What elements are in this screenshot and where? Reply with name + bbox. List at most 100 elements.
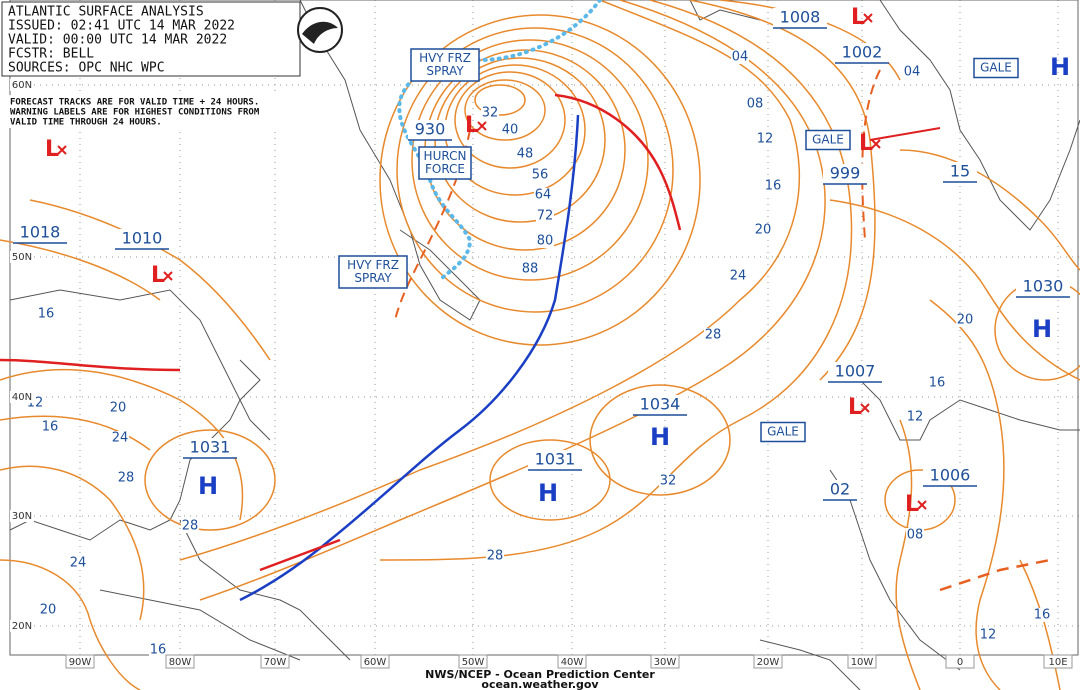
warning-label: HURCN (424, 149, 467, 163)
pressure-label: 1031 (190, 438, 231, 457)
isobar-label: 64 (535, 188, 552, 203)
isobar-label: 56 (532, 168, 549, 183)
pressure-label: 1031 (535, 450, 576, 469)
high-center: H (198, 472, 218, 500)
warning-label: GALE (767, 425, 799, 439)
isobar-label-bg (906, 410, 924, 424)
isobar-label-bg (531, 168, 549, 182)
coastlines (9, 0, 1080, 690)
longitude-box (753, 654, 783, 669)
isobar-label-bg (534, 188, 552, 202)
low-x (477, 121, 487, 131)
warning-label: HVY FRZ (419, 51, 471, 65)
longitude-box (847, 654, 877, 669)
pressure-box (923, 466, 977, 486)
low-x (917, 500, 927, 510)
isobar-label-bg (111, 431, 129, 445)
isobar-label: 20 (110, 401, 127, 416)
isobar-label-bg (906, 528, 924, 542)
isobar-label: 16 (929, 376, 946, 391)
warning-box (760, 421, 806, 443)
isobar-label: 08 (747, 97, 764, 112)
latitude-label: 30N (12, 511, 32, 522)
longitude-label: 80W (169, 657, 192, 668)
isobar-label-bg (69, 556, 87, 570)
map-frame (9, 0, 1079, 656)
longitude-box (65, 654, 95, 669)
longitude-label: 70W (264, 657, 287, 668)
isobar-label-bg (516, 147, 534, 161)
isobar-label-bg (979, 628, 997, 642)
isobar-label-bg (1033, 608, 1051, 622)
pressure-box (828, 362, 882, 382)
low-x (163, 271, 173, 281)
isobar-label-bg (39, 603, 57, 617)
latitude-label: 60N (12, 80, 32, 91)
pressure-box (823, 164, 867, 184)
isobar-label: 32 (482, 106, 499, 121)
isobar-label: 72 (537, 209, 554, 224)
longitude-label: 40W (561, 657, 584, 668)
pressure-label: 1018 (20, 223, 61, 242)
ice-edge (397, 0, 602, 282)
header-line: SOURCES: OPC NHC WPC (8, 61, 165, 76)
isobar-label-bg (536, 209, 554, 223)
high-center: H (1050, 53, 1070, 81)
pressure-box (633, 395, 687, 415)
warning-box (973, 57, 1019, 79)
isobar-label: 28 (182, 519, 199, 534)
longitude-label: 10E (1048, 657, 1067, 668)
header-note: VALID TIME THROUGH 24 HOURS. (10, 118, 162, 128)
latitude-box (10, 391, 34, 403)
latitude-box (10, 510, 34, 522)
isobar-label: 16 (42, 420, 59, 435)
isobar-label-bg (754, 223, 772, 237)
low-x (860, 403, 870, 413)
longitude-box (458, 654, 488, 669)
pressure-box (183, 438, 237, 458)
isobar-label-bg (486, 549, 504, 563)
isobar-label: 48 (517, 147, 534, 162)
longitude-label: 50W (462, 657, 485, 668)
pressure-label: 1007 (835, 362, 876, 381)
pressure-label: 1002 (842, 43, 883, 62)
isobar-label: 08 (907, 528, 924, 543)
latitude-label: 40N (12, 392, 32, 403)
pressure-box (1016, 277, 1070, 297)
note-box (8, 95, 348, 128)
isobar-label-bg (756, 132, 774, 146)
warning-label: SPRAY (354, 271, 392, 285)
isobar-label: 24 (730, 269, 747, 284)
pressure-box (408, 120, 452, 140)
pressure-box (823, 480, 857, 500)
pressure-box (943, 162, 977, 182)
warning-box (410, 48, 480, 82)
isobar-label: 20 (40, 603, 57, 618)
isobar-label-bg (956, 313, 974, 327)
isobar-label: 16 (1034, 608, 1051, 623)
pressure-label: 930 (415, 120, 446, 139)
isobar-label-bg (521, 262, 539, 276)
stationary-front (0, 358, 181, 372)
isobar-label: 40 (502, 123, 519, 138)
isobar-label-bg (149, 643, 167, 657)
longitude-box (260, 654, 290, 669)
noaa-logo-bird (302, 21, 338, 44)
isobar-label: 16 (38, 307, 55, 322)
isobar-label-bg (181, 519, 199, 533)
isobar-label: 28 (705, 328, 722, 343)
header-note: WARNING LABELS ARE FOR HIGHEST CONDITION… (10, 108, 260, 118)
longitude-box (165, 654, 195, 669)
pressure-label: 1034 (640, 395, 681, 414)
isobar-label-bg (903, 65, 921, 79)
pressure-label: 1006 (930, 466, 971, 485)
isobar-label-bg (481, 106, 499, 120)
isobar-label-bg (729, 269, 747, 283)
header-line: ATLANTIC SURFACE ANALYSIS (8, 5, 204, 20)
isobar-label: 80 (537, 234, 554, 249)
isobar-label: 32 (660, 474, 677, 489)
latitude-box (10, 79, 34, 91)
low-center: L (851, 5, 865, 30)
pressure-label: 999 (830, 164, 861, 183)
